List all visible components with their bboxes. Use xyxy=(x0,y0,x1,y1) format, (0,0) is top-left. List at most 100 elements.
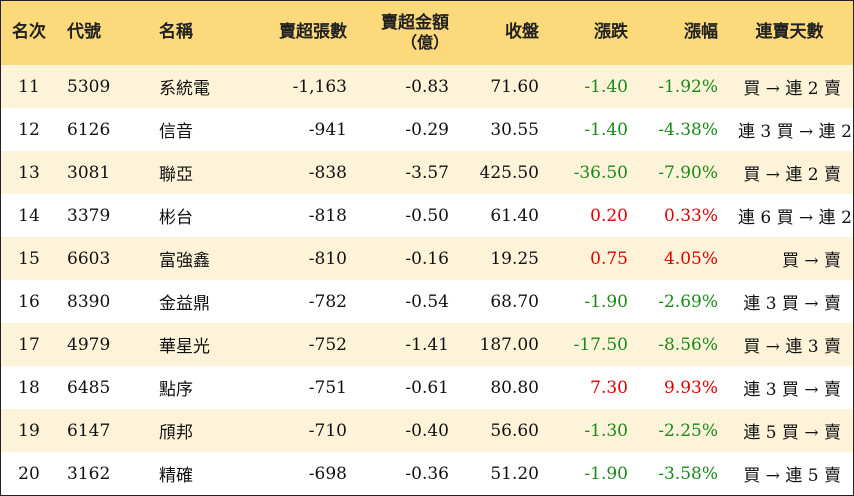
cell-net-sell-lots: -818 xyxy=(308,205,347,226)
cell-net-sell-lots: -751 xyxy=(308,377,347,398)
cell-net-sell-amount: -0.16 xyxy=(405,248,449,269)
cell-change-pct: -3.58% xyxy=(658,463,718,484)
cell-change: -17.50 xyxy=(573,334,628,355)
header-change-pct: 漲幅 xyxy=(684,22,718,43)
header-change: 漲跌 xyxy=(594,22,628,43)
cell-streak: 買 → 賣 xyxy=(781,251,841,271)
table-body: 11 5309 系統電 -1,163 -0.83 71.60 -1.40 -1.92% 買 → … xyxy=(1,65,854,495)
cell-change: -1.90 xyxy=(584,463,628,484)
cell-code: 6485 xyxy=(67,377,111,398)
cell-streak: 連 3 買 → 賣 xyxy=(743,380,841,400)
table-header: 名次 代號 名稱 賣超張數 賣超金額 （億） 收盤 漲跌 漲幅 連賣天數 xyxy=(1,1,853,65)
cell-rank: 16 xyxy=(18,291,40,312)
cell-net-sell-lots: -941 xyxy=(308,119,347,140)
header-streak: 連賣天數 xyxy=(755,22,824,43)
cell-code: 3379 xyxy=(67,205,111,226)
cell-change-pct: 0.33% xyxy=(663,205,718,226)
cell-name: 聯亞 xyxy=(159,165,193,185)
cell-net-sell-lots: -698 xyxy=(308,463,347,484)
cell-change-pct: -8.56% xyxy=(658,334,718,355)
cell-close: 80.80 xyxy=(490,377,539,398)
cell-change: -1.40 xyxy=(584,119,628,140)
cell-rank: 11 xyxy=(18,76,40,97)
cell-streak: 買 → 連 2 賣 xyxy=(743,79,841,99)
cell-code: 8390 xyxy=(67,291,111,312)
cell-change: 7.30 xyxy=(590,377,628,398)
cell-net-sell-lots: -782 xyxy=(308,291,347,312)
cell-rank: 18 xyxy=(18,377,40,398)
header-name: 名稱 xyxy=(159,22,193,43)
cell-name: 點序 xyxy=(159,380,193,400)
cell-code: 6126 xyxy=(67,119,111,140)
table-row: 19 6147 頎邦 -710 -0.40 56.60 -1.30 -2.25% 連 5 買 →… xyxy=(1,409,853,452)
table-row: 20 3162 精確 -698 -0.36 51.20 -1.90 -3.58% 買 → 連 5… xyxy=(1,452,853,495)
table-row: 17 4979 華星光 -752 -1.41 187.00 -17.50 -8.56% 買 → … xyxy=(1,323,853,366)
cell-net-sell-amount: -0.83 xyxy=(405,76,449,97)
cell-name: 金益鼎 xyxy=(159,294,210,314)
cell-net-sell-lots: -710 xyxy=(308,420,347,441)
cell-net-sell-lots: -752 xyxy=(308,334,347,355)
cell-change: -36.50 xyxy=(573,162,628,183)
cell-change: 0.75 xyxy=(590,248,628,269)
cell-change-pct: -2.69% xyxy=(658,291,718,312)
cell-change-pct: -7.90% xyxy=(658,162,718,183)
cell-close: 71.60 xyxy=(490,76,539,97)
cell-streak: 連 3 買 → 連 2 賣 xyxy=(738,122,854,142)
cell-close: 19.25 xyxy=(490,248,539,269)
cell-rank: 14 xyxy=(18,205,40,226)
header-net-sell-amount-line1: 賣超金額 xyxy=(381,13,449,34)
cell-streak: 買 → 連 2 賣 xyxy=(743,165,841,185)
table-row: 15 6603 富強鑫 -810 -0.16 19.25 0.75 4.05% 買 → 賣 xyxy=(1,237,853,280)
cell-net-sell-amount: -0.61 xyxy=(405,377,449,398)
header-net-sell-lots: 賣超張數 xyxy=(279,22,347,43)
cell-close: 425.50 xyxy=(479,162,539,183)
cell-streak: 連 6 買 → 連 2 賣 xyxy=(738,208,854,228)
cell-net-sell-amount: -3.57 xyxy=(405,162,449,183)
cell-change-pct: 9.93% xyxy=(663,377,718,398)
cell-rank: 17 xyxy=(18,334,40,355)
cell-close: 187.00 xyxy=(479,334,539,355)
cell-change: -1.90 xyxy=(584,291,628,312)
cell-net-sell-lots: -810 xyxy=(308,248,347,269)
cell-name: 華星光 xyxy=(159,337,210,357)
cell-streak: 連 5 買 → 賣 xyxy=(743,423,841,443)
cell-name: 頎邦 xyxy=(159,423,193,443)
cell-net-sell-amount: -0.36 xyxy=(405,463,449,484)
cell-close: 51.20 xyxy=(490,463,539,484)
table-row: 14 3379 彬台 -818 -0.50 61.40 0.20 0.33% 連 6 買 → 連… xyxy=(1,194,854,237)
cell-change-pct: -1.92% xyxy=(658,76,718,97)
cell-code: 6603 xyxy=(67,248,111,269)
cell-name: 信音 xyxy=(159,122,193,142)
header-net-sell-amount-unit: （億） xyxy=(400,32,449,52)
cell-change: 0.20 xyxy=(590,205,628,226)
cell-close: 61.40 xyxy=(490,205,539,226)
cell-rank: 13 xyxy=(18,162,40,183)
cell-close: 30.55 xyxy=(490,119,539,140)
table-row: 12 6126 信音 -941 -0.29 30.55 -1.40 -4.38% 連 3 買 →… xyxy=(1,108,854,151)
cell-streak: 買 → 連 3 賣 xyxy=(743,337,841,357)
header-close: 收盤 xyxy=(505,22,539,43)
header-net-sell-amount: 賣超金額 （億） xyxy=(357,1,459,65)
table-row: 16 8390 金益鼎 -782 -0.54 68.70 -1.90 -2.69% 連 3 買 … xyxy=(1,280,853,323)
table-row: 18 6485 點序 -751 -0.61 80.80 7.30 9.93% 連 3 買 → 賣 xyxy=(1,366,853,409)
cell-code: 6147 xyxy=(67,420,111,441)
header-rank: 名次 xyxy=(12,22,46,43)
cell-net-sell-amount: -0.40 xyxy=(405,420,449,441)
cell-code: 3081 xyxy=(67,162,111,183)
cell-change: -1.40 xyxy=(584,76,628,97)
cell-net-sell-amount: -0.29 xyxy=(405,119,449,140)
cell-code: 5309 xyxy=(67,76,111,97)
cell-change-pct: -4.38% xyxy=(658,119,718,140)
cell-name: 精確 xyxy=(159,466,193,486)
cell-name: 系統電 xyxy=(159,79,210,99)
cell-rank: 15 xyxy=(18,248,40,269)
cell-rank: 19 xyxy=(18,420,40,441)
cell-net-sell-amount: -0.50 xyxy=(405,205,449,226)
cell-name: 彬台 xyxy=(159,208,193,228)
cell-streak: 連 3 買 → 賣 xyxy=(743,294,841,314)
cell-net-sell-amount: -0.54 xyxy=(405,291,449,312)
cell-net-sell-lots: -1,163 xyxy=(292,76,347,97)
cell-streak: 買 → 連 5 賣 xyxy=(743,466,841,486)
